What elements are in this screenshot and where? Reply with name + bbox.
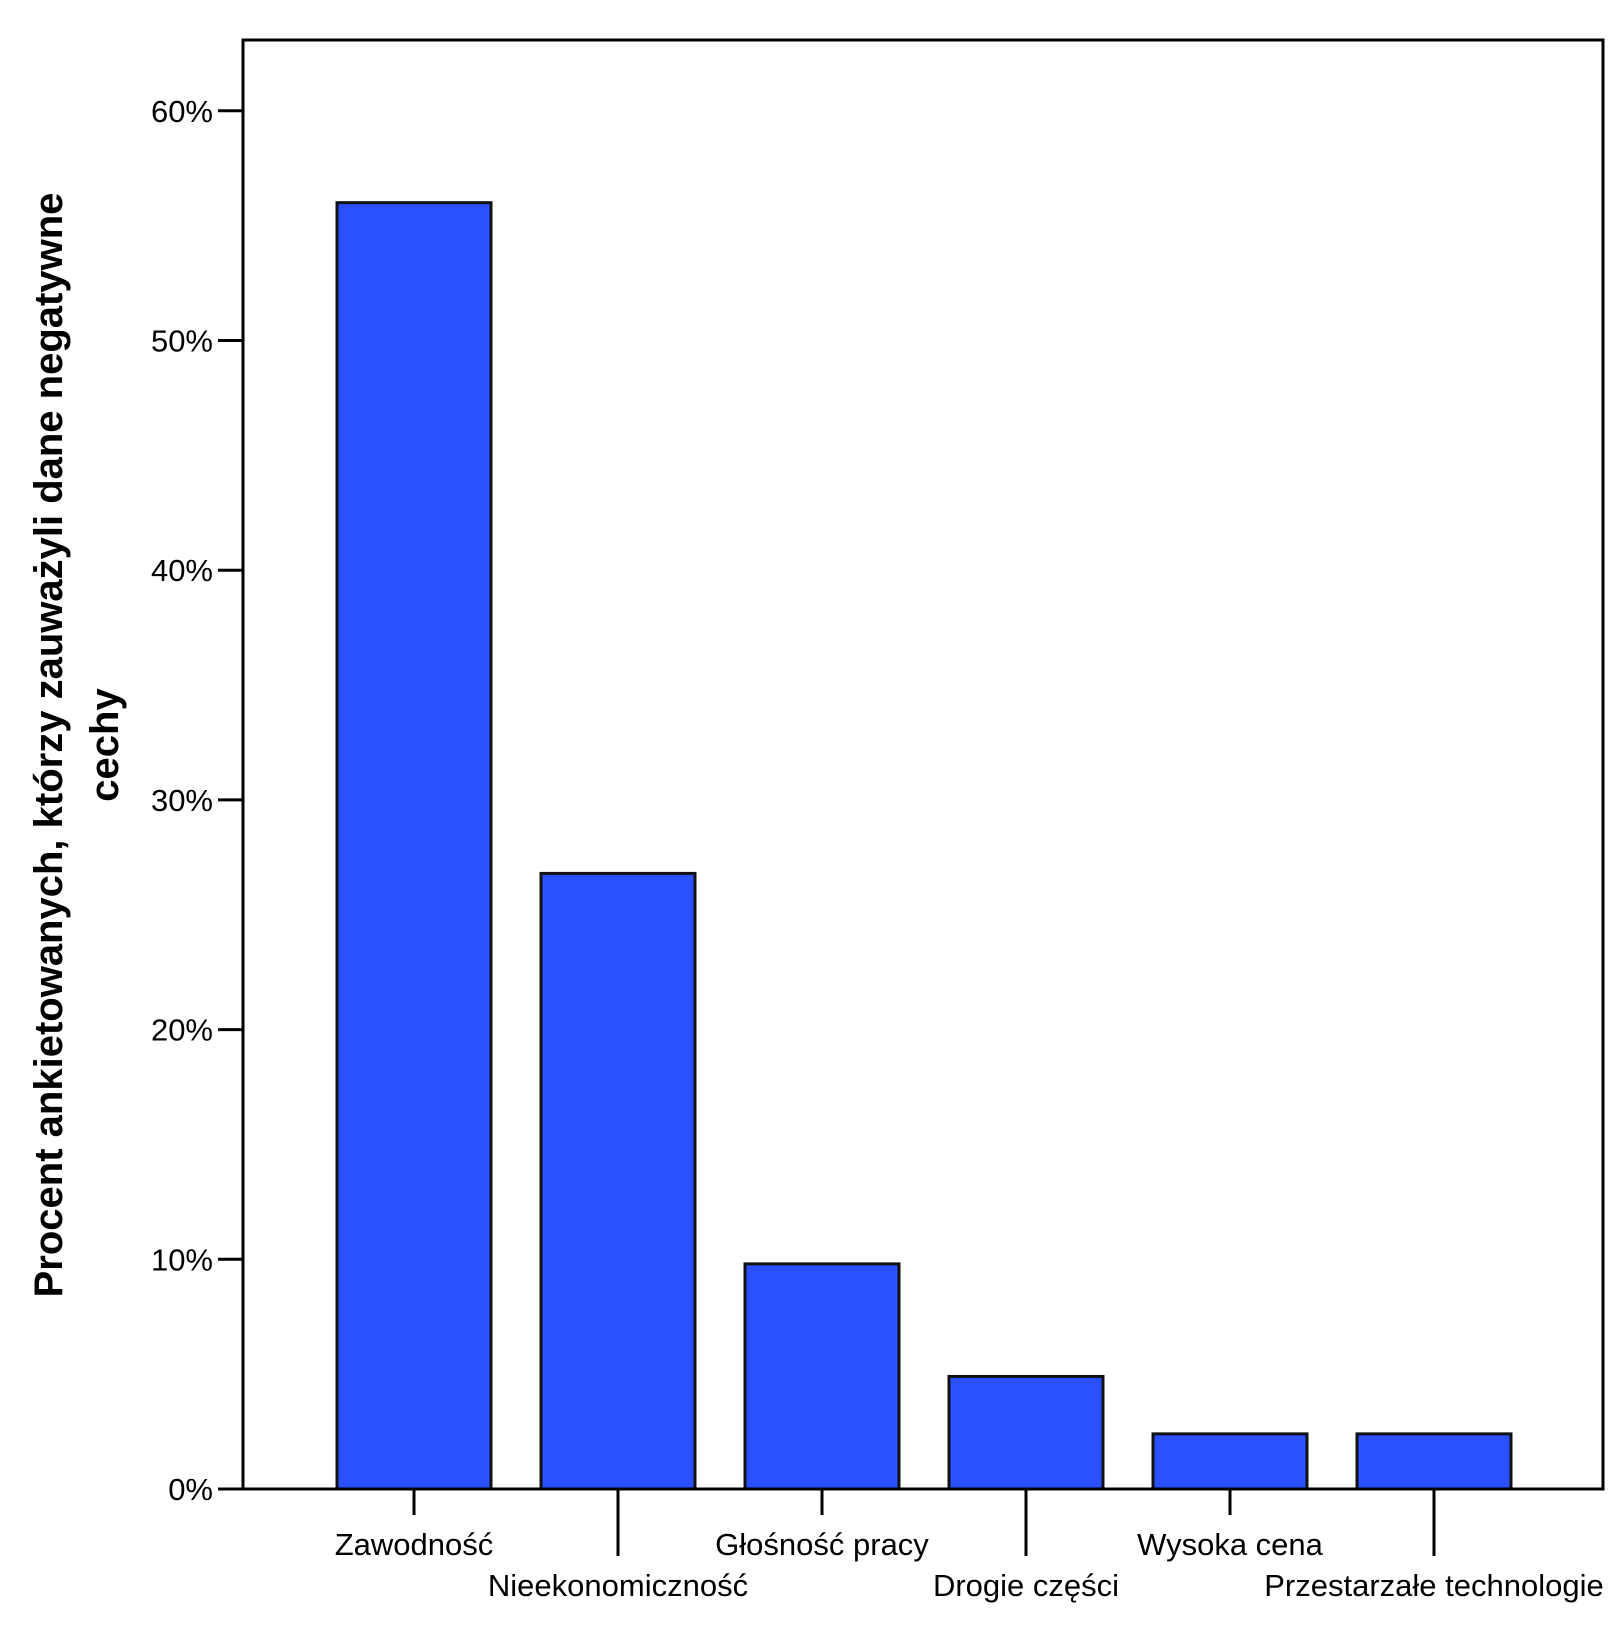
y-tick-label: 10% (151, 1242, 213, 1277)
y-tick-label: 60% (151, 94, 213, 129)
y-tick-label: 40% (151, 553, 213, 588)
x-tick-label: Nieekonomiczność (488, 1568, 748, 1603)
x-axis: Zawodność Nieekonomiczność Głośność pracyD… (335, 1489, 1604, 1603)
x-tick-label: Głośność pracy (715, 1527, 929, 1562)
bars-group (335, 201, 1513, 1491)
y-tick-label: 30% (151, 783, 213, 818)
y-axis-label-line-1: Procent ankietowanych, którzy zauważyli … (27, 193, 71, 1298)
y-tick-label: 50% (151, 324, 213, 359)
y-tick-label: 0% (168, 1472, 213, 1507)
y-axis-label: Procent ankietowanych, którzy zauważyli … (27, 193, 127, 1298)
y-axis-label-line-2: cechy (83, 688, 127, 802)
bar (947, 1374, 1105, 1491)
y-tick-label: 20% (151, 1013, 213, 1048)
x-tick-label: Zawodność (335, 1527, 494, 1562)
x-tick-label: Wysoka cena (1137, 1527, 1324, 1562)
bar (539, 871, 697, 1491)
plot-frame (241, 38, 1605, 1491)
bar (743, 1262, 901, 1491)
bar (1355, 1432, 1513, 1491)
x-tick-label: Drogie części (933, 1568, 1119, 1603)
y-axis: 0% 10% 20% 30% 40% 50% 60% (151, 94, 243, 1507)
bar (1151, 1432, 1309, 1491)
bar (335, 201, 493, 1491)
x-tick-label: Przestarzałe technologie (1264, 1568, 1603, 1603)
